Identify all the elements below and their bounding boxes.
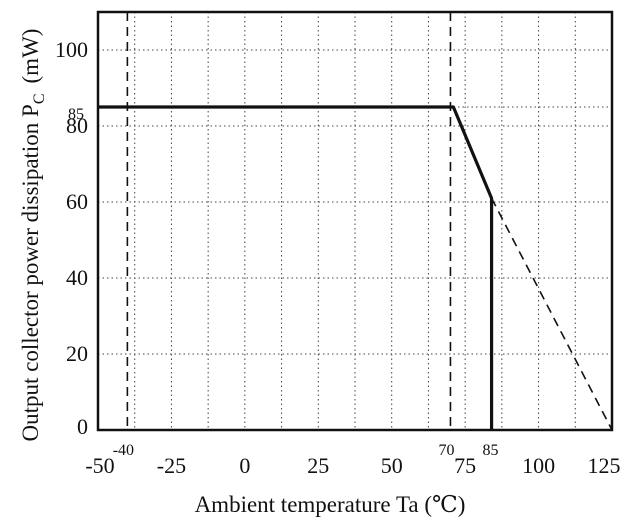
series-lines [98, 105, 613, 431]
x-tick-label: 75 [454, 453, 476, 478]
y-tick-labels: 0 20 40 60 80 100 85 [55, 37, 88, 439]
x-tick-label: 50 [381, 453, 403, 478]
x-tick-label: 0 [239, 453, 250, 478]
y-tick-label: 20 [66, 341, 88, 366]
reference-lines [126, 12, 452, 430]
y-axis-label-unit: (mW) [18, 29, 43, 84]
y-tick-label: 80 [66, 113, 88, 138]
y-special-tick-label: 85 [68, 106, 84, 123]
y-axis-label: Output collector power dissipation PC (mW… [18, 29, 48, 442]
x-tick-label: -25 [157, 453, 186, 478]
x-tick-label: 25 [307, 453, 329, 478]
x-tick-label: 100 [522, 453, 555, 478]
x-tick-label: -50 [85, 453, 114, 478]
y-axis-label-subscript: C [31, 93, 48, 104]
x-special-tick-label: 85 [483, 442, 499, 459]
grid-lines [98, 12, 612, 430]
y-tick-label: 60 [66, 189, 88, 214]
y-tick-label: 100 [55, 37, 88, 62]
series-line-solid [98, 105, 494, 430]
y-tick-label: 0 [77, 414, 88, 439]
x-tick-label: 125 [588, 453, 621, 478]
series-line-dashed [490, 197, 613, 431]
x-axis-label: Ambient temperature Ta (℃) [195, 492, 466, 517]
y-tick-label: 40 [66, 265, 88, 290]
plot-frame [96, 10, 614, 432]
y-axis-label-main: Output collector power dissipation P [18, 104, 43, 441]
x-special-tick-label: 70 [438, 442, 454, 459]
x-special-tick-label: -40 [113, 442, 134, 459]
x-tick-labels: -50 -25 0 25 50 75 100 125 -40 70 85 [85, 442, 620, 478]
